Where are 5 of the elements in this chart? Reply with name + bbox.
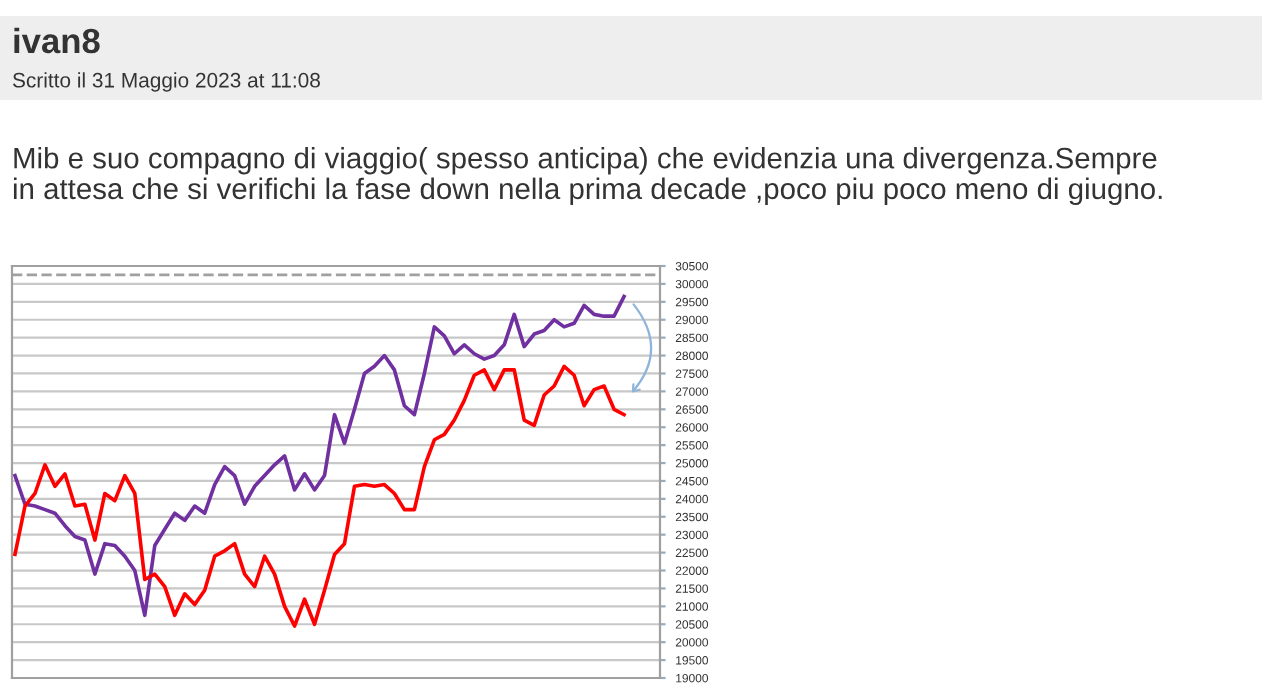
- line-series: [13, 364, 626, 628]
- chart-title: ivan8: [14, 27, 100, 54]
- text: Mib e suo compagno di viaggio( spesso anticipa) che evidenzia una divergenza.Sempre in attesa che si verifichi la fase down nella prima decade ,poco piu poco meno di giugno.: [13, 146, 1162, 206]
- line-series: [13, 294, 626, 618]
- chart-subtitle: Scritto il 31 Maggio 2023 at 11:08: [12, 72, 320, 92]
